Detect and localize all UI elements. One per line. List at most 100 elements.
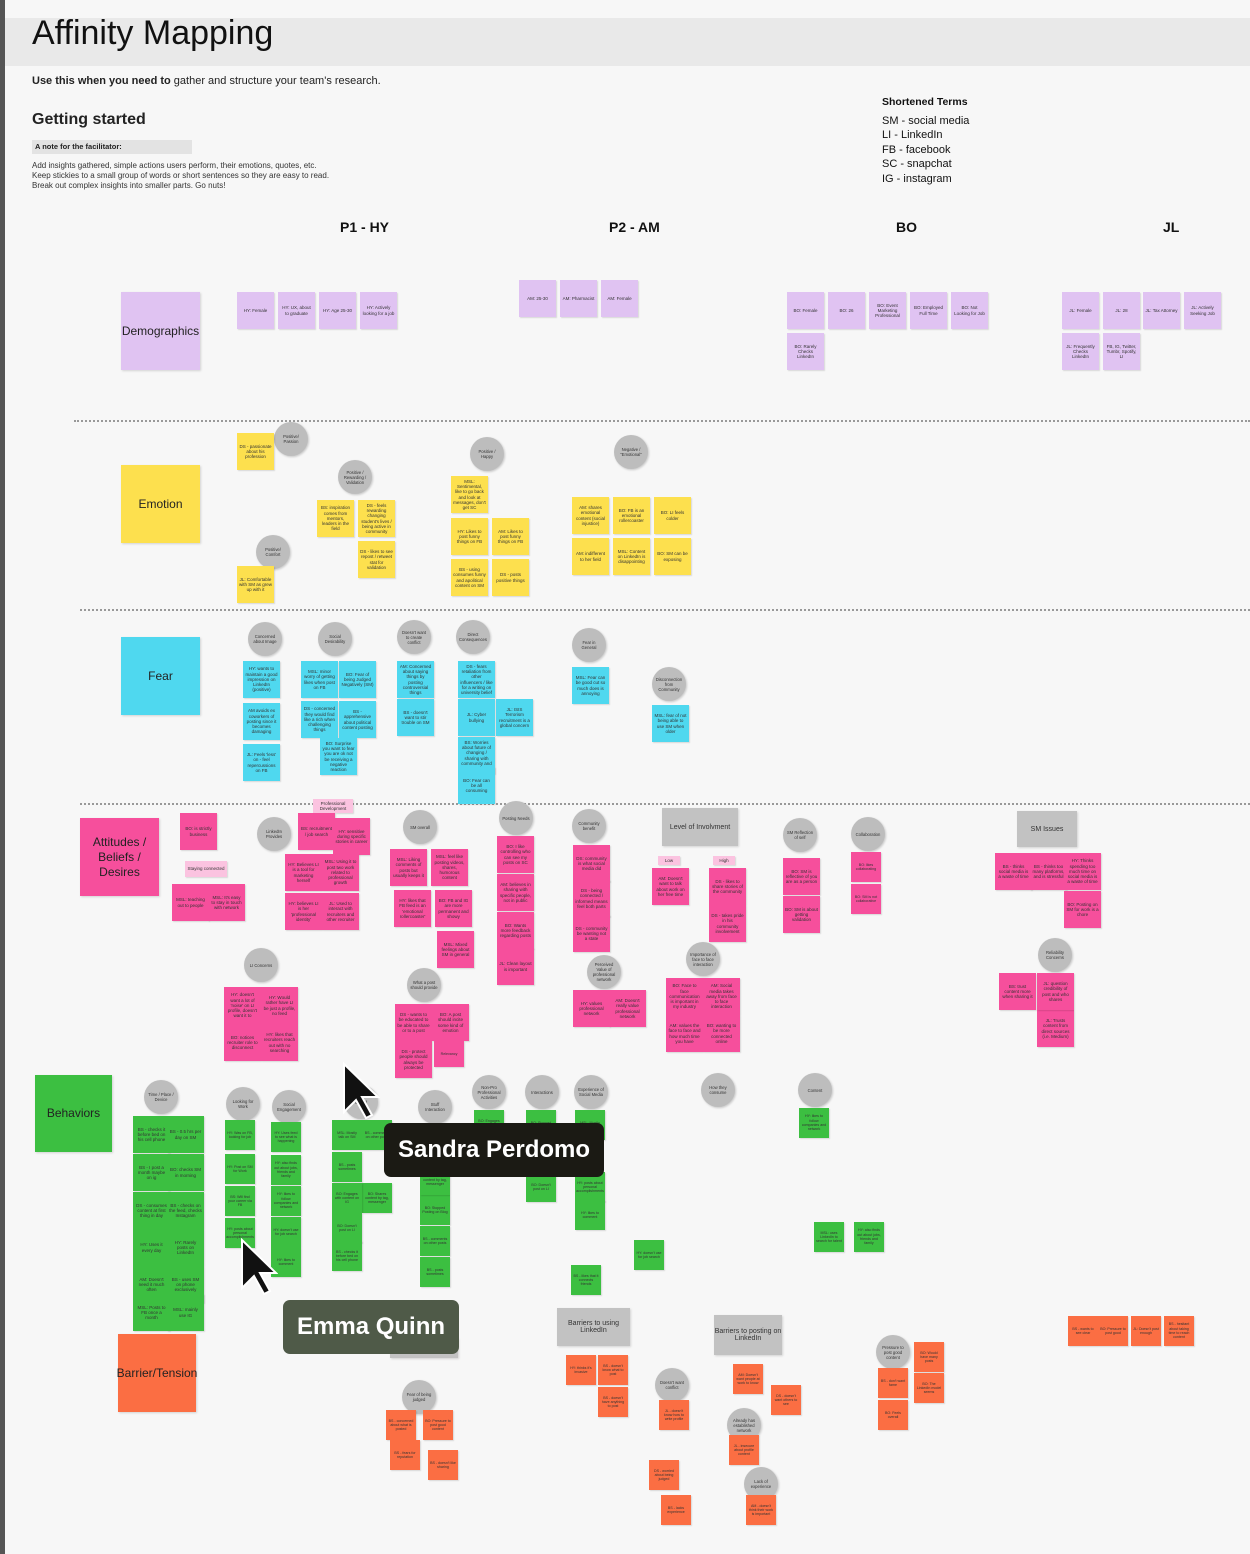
sticky-note[interactable]: HY: likes that FB feed is an 'emotional … — [394, 890, 431, 927]
sticky-note[interactable]: Low — [658, 856, 680, 865]
sticky-note[interactable]: BO: Stopped Posting on Blog — [420, 1195, 450, 1225]
sticky-note[interactable]: MSL: minor worry of getting likes when p… — [301, 661, 338, 698]
sticky-note[interactable]: MSL: Content on LinkedIn is disappointin… — [613, 538, 650, 575]
cluster-label-circle[interactable]: What a post should provide — [407, 968, 441, 1002]
sticky-note[interactable]: BS - doesn't have anything to post — [598, 1387, 628, 1417]
sticky-note[interactable]: JL - insecure about profile content — [729, 1435, 759, 1465]
category-fear[interactable]: Fear — [121, 637, 200, 715]
cluster-label-circle[interactable]: Pressure to post good content — [876, 1335, 910, 1369]
sticky-note[interactable]: BO: Surprise you want to fear you are ok… — [320, 738, 357, 775]
sticky-note[interactable]: HY: also finds out about jobs, friends a… — [854, 1222, 884, 1252]
sticky-note[interactable]: HY: Likes to post funny things on FB — [451, 518, 488, 555]
sticky-note[interactable]: HY: doesn't want a lot of 'noise' on LI … — [224, 987, 261, 1024]
cluster-label-circle[interactable]: Time / Place / Device — [144, 1080, 178, 1114]
sticky-note[interactable]: JL: ISIS Terrorism recruitment is a glob… — [496, 699, 533, 736]
sticky-note[interactable]: HY: likes to comment — [575, 1200, 605, 1230]
sticky-note[interactable]: BO: SM is reflective of you are as a per… — [783, 858, 820, 895]
category-emotion[interactable]: Emotion — [121, 465, 200, 543]
cluster-label-circle[interactable]: Positive/ Comfort — [256, 535, 290, 569]
cluster-label-circle[interactable]: LinkedIn Provides — [257, 817, 291, 851]
sticky-note[interactable]: MSL: uses LinkedIn to search for talent — [814, 1222, 844, 1252]
sticky-note[interactable]: BS - posts sometimes — [332, 1152, 362, 1182]
sticky-note[interactable]: DS - likes to see repost / retweet stat … — [358, 541, 395, 578]
cluster-label-circle[interactable]: Looking for Work — [226, 1087, 260, 1121]
sticky-note[interactable]: AM: Concerned about saying things by pos… — [397, 661, 434, 698]
sticky-note[interactable]: JL: Comfortable with SM as grew up with … — [237, 566, 274, 603]
cluster-label-circle[interactable]: Negative / "Emotional" — [614, 435, 648, 469]
sticky-note[interactable]: DS - likes to share stories of the commu… — [709, 868, 746, 905]
sticky-note[interactable]: JL: question credibility of post and who… — [1037, 973, 1074, 1010]
sticky-note[interactable]: MSL: Mostly talk on SM — [332, 1120, 362, 1150]
cluster-label-circle[interactable]: SM Reflection of self — [783, 818, 817, 852]
sticky-note[interactable]: BS - I post a month maybe on ig — [133, 1154, 170, 1191]
cluster-label-circle[interactable]: Non-Pro Professional Activities — [472, 1075, 506, 1109]
sticky-note[interactable]: DS - concerned they would find like a ri… — [301, 701, 338, 738]
sticky-note[interactable]: DS - passionate about his profession — [237, 433, 274, 470]
sticky-note[interactable]: AM: Likes to post funny things on FB — [492, 518, 529, 555]
sticky-note[interactable]: BO: SM can be exposing — [654, 538, 691, 575]
cluster-label-circle[interactable]: Direct Consequences — [456, 620, 490, 654]
sticky-note[interactable]: BO: Event Marketing Professional — [869, 292, 906, 329]
sticky-note[interactable]: AM: Doesn't want to talk about work on h… — [652, 868, 689, 905]
sticky-note[interactable]: HY: posts about personal accomplishments — [575, 1172, 605, 1202]
sticky-note[interactable]: BS - wants to see clear — [1068, 1316, 1098, 1346]
sticky-note[interactable]: BO: Would have many posts — [914, 1342, 944, 1372]
sticky-note[interactable]: HY: doesn't use for job search — [271, 1217, 301, 1247]
sticky-note[interactable]: BO: Pressure to post good content — [423, 1410, 453, 1440]
sticky-note[interactable]: AM: Social media takes away from face to… — [703, 978, 740, 1015]
cluster-label-circle[interactable]: Fear in General — [572, 628, 606, 662]
sticky-note[interactable]: BS - lacks experience — [661, 1495, 691, 1525]
sticky-note[interactable]: JL: Doesn't post enough — [1131, 1316, 1161, 1346]
sticky-note[interactable]: BS - checks it before bed on his cell ph… — [133, 1116, 170, 1153]
cluster-label-circle[interactable]: Social Engagement — [272, 1090, 306, 1124]
sticky-note[interactable]: BS: Will find your career via FB — [225, 1186, 255, 1216]
sticky-note[interactable]: HY: likes to comment — [271, 1247, 301, 1277]
sticky-note[interactable]: AM: values the face to face and how much… — [666, 1015, 703, 1052]
sticky-note[interactable]: BO: notices recruiter role to disconnect — [224, 1024, 261, 1061]
sticky-note[interactable]: AM: indifferent to her field — [572, 538, 609, 575]
sticky-note[interactable]: BS: inspiration comes from mentors, lead… — [317, 500, 354, 537]
sticky-note[interactable]: BO: Rarely Checks LinkedIn — [787, 333, 824, 370]
sticky-note[interactable]: MSL: Sentimental, like to go back and lo… — [451, 476, 488, 513]
sticky-note[interactable]: AM: 25-30 — [519, 280, 556, 317]
sticky-note[interactable]: HY: Uses feed to see what is happening — [271, 1122, 301, 1152]
sticky-note[interactable]: HY: posts about personal accomplishments — [225, 1218, 255, 1248]
sticky-note[interactable]: BS: recruitment / job search — [298, 813, 335, 850]
sticky-note[interactable]: JL: Tax Attorney — [1143, 292, 1180, 329]
sticky-note[interactable]: JL: Frequently Checks LinkedIn — [1062, 333, 1099, 370]
sticky-note[interactable]: MSL: Liking comments of posts but usuall… — [390, 849, 427, 886]
sticky-note[interactable]: BO: A post should incite some kind of em… — [432, 1004, 469, 1041]
sticky-note[interactable]: BS - concerned about what is posted — [386, 1410, 416, 1440]
cluster-label-circle[interactable]: SM overall — [403, 810, 437, 844]
sticky-note[interactable]: AM: Female — [601, 280, 638, 317]
sticky-note[interactable]: DS - protect people should always be pro… — [395, 1041, 432, 1078]
sticky-note[interactable]: BO: Feels overall — [878, 1400, 908, 1430]
sticky-note[interactable]: BS - thinks too many platforms, and is s… — [1030, 853, 1067, 890]
cluster-label-circle[interactable]: Collaboration — [851, 817, 885, 851]
sticky-note[interactable]: MSL: It's easy to stay in touch with net… — [208, 884, 245, 921]
sticky-note[interactable]: HY: Post on SM for Work — [225, 1154, 255, 1184]
sticky-note[interactable]: HY: Thinks spending too much time on soc… — [1064, 853, 1101, 890]
sticky-note[interactable]: HY: Was on FB, looking for job — [225, 1120, 255, 1150]
sticky-note[interactable]: BO: LI feels colder — [654, 497, 691, 534]
cluster-label-circle[interactable]: Stuff Interaction — [418, 1090, 452, 1124]
sticky-note[interactable]: MSL: teaching out to people — [172, 884, 209, 921]
cluster-label-box[interactable]: Level of Involvment — [662, 808, 738, 846]
sticky-note[interactable]: BO: Posting on SM for work is a chore — [1064, 891, 1101, 928]
sticky-note[interactable]: DS - fears retaliation from other influe… — [458, 661, 495, 698]
sticky-note[interactable]: AM: Pharmacist — [560, 280, 597, 317]
sticky-note[interactable]: HY: wants to maintain a good impression … — [243, 661, 280, 698]
sticky-note[interactable]: HY: UX, about to graduate — [278, 292, 315, 329]
sticky-note[interactable]: HY: Female — [237, 292, 274, 329]
sticky-note[interactable]: BO: Doesn't post on LI — [526, 1172, 556, 1202]
cluster-label-circle[interactable]: Doesn't want conflict — [655, 1368, 689, 1402]
cluster-label-circle[interactable]: Positive / Rewarding / Validation — [338, 460, 372, 494]
sticky-note[interactable]: Staying connected — [185, 861, 227, 877]
sticky-note[interactable]: DS - doesn't want others to see — [771, 1385, 801, 1415]
cluster-label-circle[interactable]: Community benefit — [572, 809, 606, 843]
sticky-note[interactable]: HY: thinks it's invasive — [566, 1355, 596, 1385]
sticky-note[interactable]: BO: SM is not collaborative — [851, 884, 881, 914]
sticky-note[interactable]: BO: Fear of being Judged Negatively (SM) — [339, 661, 376, 698]
sticky-note[interactable]: BS - hesitant about taking time to reach… — [1164, 1316, 1194, 1346]
sticky-note[interactable]: AM: Doesn't really value professional ne… — [609, 990, 646, 1027]
